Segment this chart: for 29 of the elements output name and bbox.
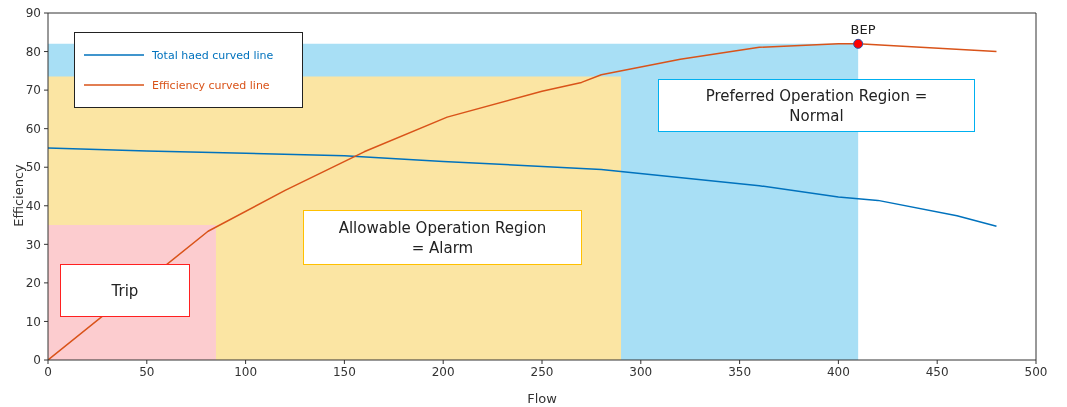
x-tick-label: 0 [44,364,52,379]
y-tick-label: 60 [25,121,41,136]
annotation: Allowable Operation Region = Alarm [337,217,548,258]
y-tick-label: 80 [25,44,41,59]
text: Efficiency curved line [152,78,270,92]
y-tick-label: 20 [25,276,41,291]
y-tick-label: 40 [25,199,41,214]
x-tick-label: 50 [139,364,155,379]
y-tick-label: 30 [25,237,41,252]
x-tick-label: 500 [1024,364,1048,379]
x-tick-label: 300 [629,364,653,379]
x-tick-label: 150 [332,364,356,379]
y-tick-label: 70 [25,83,41,98]
y-tick-label: 0 [33,353,41,368]
text: Total haed curved line [152,48,274,62]
y-tick-label: 10 [25,314,41,329]
annotation: Trip [111,280,139,301]
y-axis-title: Efficiency [10,164,26,229]
x-tick-label: 200 [431,364,455,379]
x-tick-label: 250 [530,364,554,379]
x-tick-label: 350 [728,364,752,379]
annotation: Preferred Operation Region = Normal [704,85,929,126]
annotation: BEP [850,21,876,39]
y-tick-label: 50 [25,160,41,175]
x-tick-label: 400 [826,364,850,379]
x-tick-label: 450 [925,364,949,379]
x-tick-label: 100 [234,364,258,379]
y-tick-label: 90 [25,6,41,21]
x-axis-title: Flow [527,391,558,406]
